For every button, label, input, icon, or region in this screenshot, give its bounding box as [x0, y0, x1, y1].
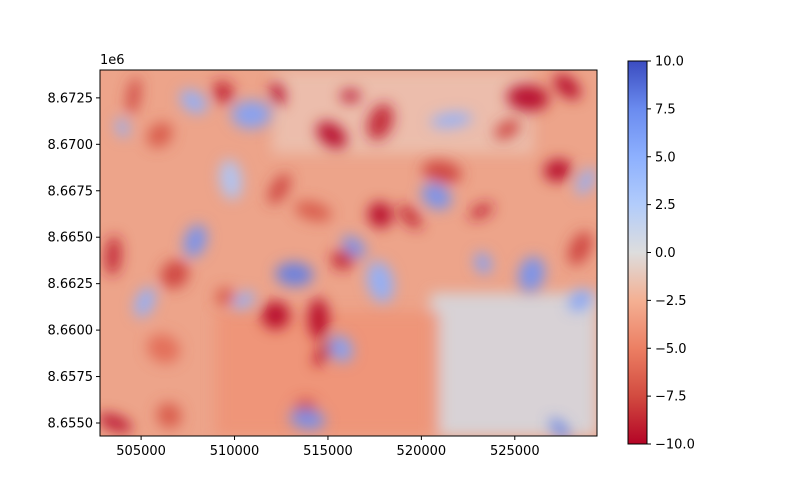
colorbar-tick-label: 7.5 [655, 102, 676, 117]
heatmap-feature [474, 252, 492, 274]
heatmap-feature [160, 260, 189, 289]
heatmap-feature [179, 89, 207, 114]
heatmap-image [100, 70, 597, 436]
heatmap-feature [212, 80, 234, 104]
y-tick-label: 8.6550 [48, 416, 94, 431]
heatmap-feature [568, 231, 593, 266]
heatmap-feature [421, 183, 452, 210]
colorbar-tick-label: −2.5 [655, 294, 687, 309]
heatmap-feature [422, 160, 462, 184]
y-tick-label: 8.6575 [48, 370, 94, 385]
x-tick-label: 510000 [210, 444, 260, 459]
heatmap-feature [147, 334, 181, 364]
y-tick-label: 8.6700 [48, 138, 94, 153]
heatmap-feature [215, 287, 236, 306]
colorbar-tick-label: 0.0 [655, 246, 676, 261]
heatmap-feature [294, 201, 332, 222]
heatmap-feature [316, 121, 347, 149]
heatmap-feature [330, 249, 355, 270]
heatmap-feature [366, 261, 394, 303]
y-tick-label: 8.6625 [48, 277, 94, 292]
y-tick-label: 8.6650 [48, 231, 94, 246]
heatmap-feature [289, 409, 326, 430]
colorbar-axis: −10.0 −7.5 −5.0 −2.5 0.0 2.5 5.0 7.5 10.0 [647, 55, 695, 453]
heatmap-feature [329, 335, 353, 363]
heatmap-feature [115, 117, 129, 138]
heatmap-feature [183, 224, 208, 258]
heatmap-feature [543, 159, 572, 182]
heatmap-feature [469, 203, 494, 220]
heatmap-feature [156, 402, 182, 429]
heatmap-feature [576, 167, 596, 196]
heatmap-feature [398, 204, 422, 229]
colorbar-tick-label: −7.5 [655, 390, 687, 405]
heatmap-feature [506, 84, 549, 111]
heatmap-feature [342, 235, 366, 258]
colorbar-tick-label: −10.0 [655, 438, 695, 453]
heatmap-feature [553, 74, 581, 100]
heatmap-feature [268, 173, 291, 205]
region-snow-plateau [430, 292, 597, 436]
heatmap-feature [127, 77, 141, 115]
x-tick-label: 525000 [490, 444, 540, 459]
colorbar: −10.0 −7.5 −5.0 −2.5 0.0 2.5 5.0 7.5 10.0 [627, 55, 695, 453]
x-tick-label: 505000 [116, 444, 166, 459]
plot-frame [99, 69, 598, 437]
heatmap-feature [270, 82, 285, 106]
heatmap-feature [340, 90, 361, 103]
heatmap-feature [494, 119, 520, 140]
heatmap-feature [549, 418, 570, 436]
heatmap-feature [104, 235, 122, 276]
y-tick-label: 8.6675 [48, 184, 94, 199]
heatmap-feature [100, 413, 133, 433]
heatmap-feature [219, 159, 243, 200]
region-central-valley [215, 311, 441, 436]
region-north-plateau [271, 70, 534, 154]
x-axis: 505000 510000 515000 520000 525000 [116, 436, 540, 459]
colorbar-tick-label: 2.5 [655, 198, 676, 213]
colorbar-tick-label: −5.0 [655, 342, 687, 357]
y-offset-text: 1e6 [100, 53, 125, 68]
heatmap-feature [231, 100, 272, 129]
y-tick-label: 8.6725 [48, 91, 94, 106]
colorbar-tick-label: 5.0 [655, 150, 676, 165]
heatmap-feature [518, 256, 545, 293]
y-tick-label: 8.6600 [48, 324, 94, 339]
colorbar-tick-label: 10.0 [655, 55, 684, 70]
colorbar-gradient [627, 60, 648, 445]
heatmap-feature [430, 112, 473, 128]
x-tick-label: 520000 [397, 444, 447, 459]
heatmap-feature [134, 287, 156, 318]
heatmap-feature [367, 103, 394, 141]
x-tick-label: 515000 [303, 444, 353, 459]
y-axis: 8.6550 8.6575 8.6600 8.6625 8.6650 8.6675 8.67… [48, 91, 100, 431]
heatmap-feature [568, 289, 592, 312]
heatmap-feature [368, 202, 393, 228]
heatmap-feature [275, 262, 314, 287]
heatmap-feature [147, 122, 173, 148]
heatmap-feature [261, 301, 290, 330]
heatmap-feature [233, 291, 255, 310]
heatmap-feature [308, 297, 329, 340]
